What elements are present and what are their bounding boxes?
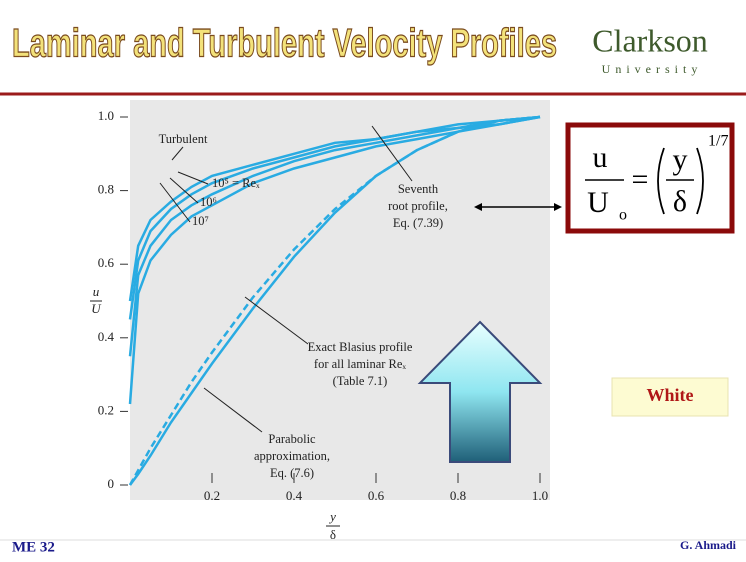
annotation: Exact Blasius profile: [308, 340, 413, 354]
x-tick-label: 0.6: [368, 488, 385, 503]
x-tick-label: 0.2: [204, 488, 220, 503]
annotation: Seventh: [398, 182, 439, 196]
y-tick-label: 1.0: [98, 108, 114, 123]
slide-title: Laminar and Turbulent Velocity Profiles: [12, 22, 557, 66]
y-tick-label: 0.2: [98, 402, 114, 417]
annotation: 10⁵ = Reₓ: [212, 176, 260, 190]
annotation: approximation,: [254, 449, 330, 463]
annotation: root profile,: [388, 199, 448, 213]
formula-text: u: [593, 141, 608, 174]
annotation: Turbulent: [159, 132, 208, 146]
formula-text: =: [632, 163, 649, 196]
y-tick-label: 0.4: [98, 329, 115, 344]
formula-text: δ: [673, 185, 687, 218]
annotation: for all laminar Reₓ: [314, 357, 407, 371]
x-axis-label: δ: [330, 527, 336, 542]
formula-text: 1/7: [708, 133, 728, 150]
annotation: Parabolic: [268, 432, 316, 446]
formula-text: o: [619, 207, 627, 224]
logo-name: Clarkson: [592, 22, 708, 58]
formula-text: U: [587, 186, 609, 219]
annotation: 10⁶: [200, 195, 217, 209]
y-tick-label: 0.8: [98, 182, 114, 197]
x-tick-label: 1.0: [532, 488, 548, 503]
footer-left: ME 32: [12, 539, 55, 555]
y-tick-label: 0.6: [98, 255, 115, 270]
footer-right: G. Ahmadi: [680, 538, 737, 552]
annotation: Eq. (7.6): [270, 466, 314, 480]
x-axis-label: y: [328, 509, 336, 524]
y-tick-label: 0: [108, 476, 115, 491]
x-tick-label: 0.4: [286, 488, 303, 503]
annotation: (Table 7.1): [333, 374, 388, 388]
source-label: White: [647, 385, 694, 405]
y-axis-label: u: [93, 284, 100, 299]
annotation: 10⁷: [192, 214, 209, 228]
formula-text: y: [673, 143, 688, 176]
x-tick-label: 0.8: [450, 488, 466, 503]
annotation: Eq. (7.39): [393, 216, 443, 230]
slide: Laminar and Turbulent Velocity Profiles …: [0, 0, 746, 562]
logo-subtitle: University: [602, 62, 703, 76]
y-axis-label: U: [91, 301, 102, 316]
